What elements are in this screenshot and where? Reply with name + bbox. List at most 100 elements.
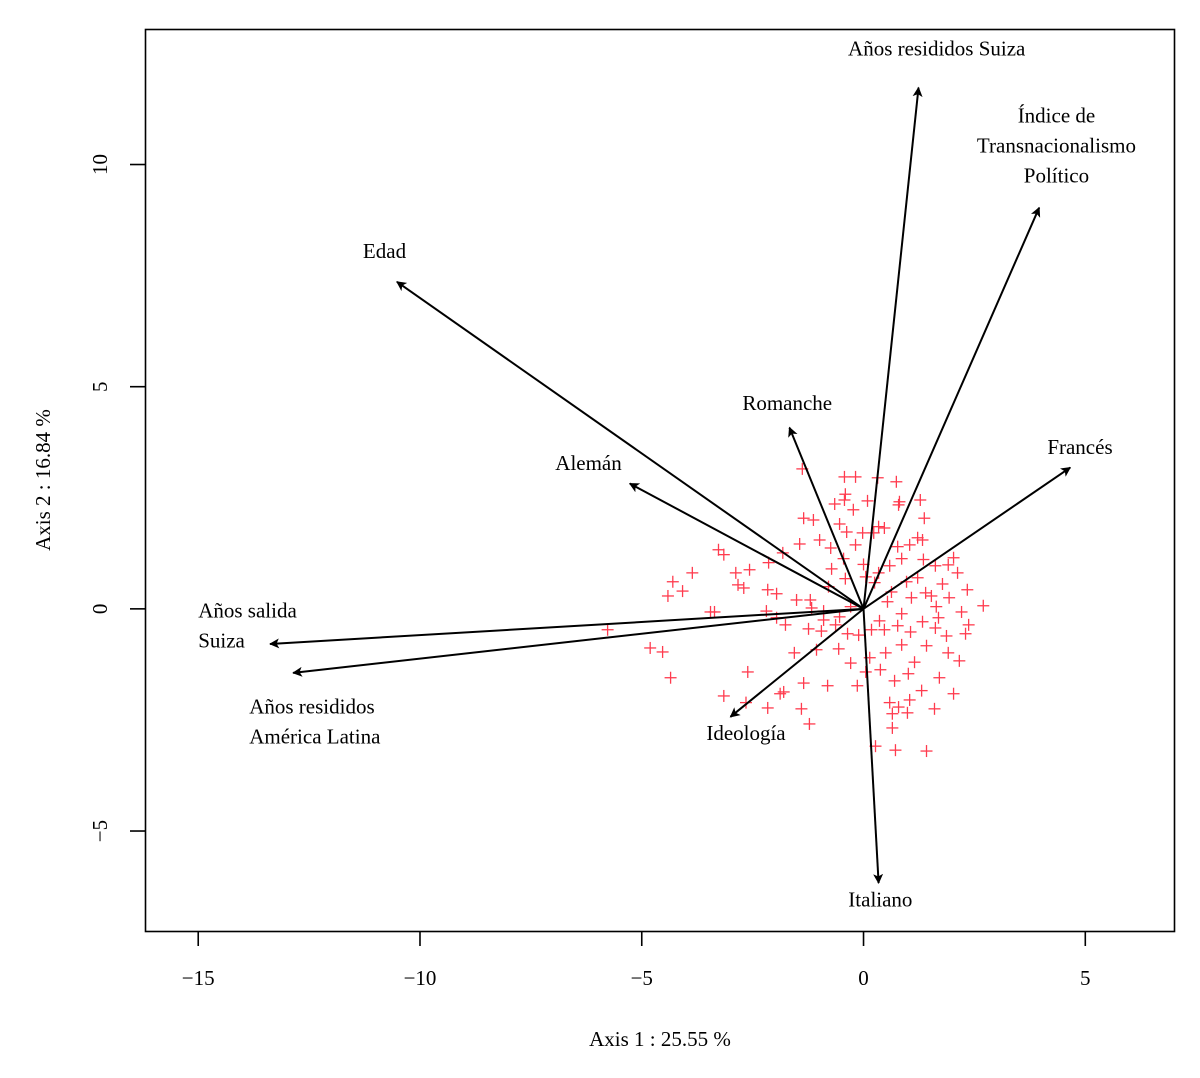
y-tick-label: −5	[88, 820, 112, 842]
data-point	[803, 717, 816, 730]
data-point	[928, 702, 941, 715]
data-point	[867, 526, 880, 539]
vector-romanche: Romanche	[742, 391, 865, 610]
data-point	[874, 663, 887, 676]
data-point	[953, 654, 966, 667]
data-point	[788, 646, 801, 659]
data-point	[878, 521, 891, 534]
vector-arrow	[862, 608, 884, 885]
data-point	[872, 520, 885, 533]
data-point	[739, 696, 752, 709]
data-point	[859, 665, 872, 678]
data-point	[929, 621, 942, 634]
data-point	[890, 475, 903, 488]
y-tick-label: 10	[88, 154, 112, 175]
vector-arrow	[396, 281, 865, 610]
data-point	[883, 559, 896, 572]
vector-label: Italiano	[848, 888, 912, 912]
data-point	[932, 611, 945, 624]
data-point	[838, 493, 851, 506]
data-point	[797, 677, 810, 690]
data-point	[601, 623, 614, 636]
data-point	[881, 595, 894, 608]
vector-arrow	[269, 607, 864, 649]
data-point	[832, 642, 845, 655]
data-point	[676, 585, 689, 598]
data-point	[878, 623, 891, 636]
data-point	[761, 583, 774, 596]
data-point	[743, 563, 756, 576]
data-point	[793, 537, 806, 550]
data-point	[770, 587, 783, 600]
data-point	[911, 531, 924, 544]
points-layer	[601, 462, 990, 758]
vector-label: Edad	[363, 239, 407, 263]
data-point	[824, 541, 837, 554]
vector-label: Años salida Suiza	[198, 599, 297, 653]
vector-arrow	[292, 607, 864, 677]
data-point	[895, 607, 908, 620]
data-point	[961, 583, 974, 596]
data-point	[717, 689, 730, 702]
x-tick-label: 0	[858, 966, 869, 990]
data-point	[920, 639, 933, 652]
data-point	[914, 493, 927, 506]
vector-arrow	[862, 466, 1072, 610]
data-point	[804, 593, 817, 606]
data-point	[708, 605, 721, 618]
data-point	[828, 497, 841, 510]
y-axis-title: Axis 2 : 16.84 %	[31, 409, 55, 551]
vector-frances: Francés	[862, 435, 1113, 610]
data-point	[825, 562, 838, 575]
data-point	[915, 684, 928, 697]
data-point	[774, 687, 787, 700]
x-axis: −15 −10 −5 0 5	[182, 931, 1091, 990]
data-point	[849, 538, 862, 551]
vector-label: Años resididos América Latina	[249, 694, 381, 748]
data-point	[661, 589, 674, 602]
vector-label: Francés	[1047, 435, 1112, 459]
data-point	[904, 625, 917, 638]
plot-frame	[144, 28, 1176, 933]
data-point	[829, 618, 842, 631]
data-point	[886, 721, 899, 734]
data-point	[916, 615, 929, 628]
vector-indice-de-transnacionalismo-politico: Índice de Transnacionalismo Político	[862, 103, 1136, 610]
data-point	[797, 512, 810, 525]
data-point	[895, 638, 908, 651]
data-point	[815, 625, 828, 638]
data-point	[920, 745, 933, 758]
data-point	[821, 679, 834, 692]
data-point	[656, 645, 669, 658]
data-point	[712, 543, 725, 556]
data-point	[955, 605, 968, 618]
data-point	[732, 578, 745, 591]
data-point	[865, 623, 878, 636]
data-point	[908, 656, 921, 669]
data-point	[930, 600, 943, 613]
data-point	[891, 540, 904, 553]
vector-aleman: Alemán	[555, 451, 864, 610]
data-point	[962, 618, 975, 631]
x-tick-label: 5	[1080, 966, 1091, 990]
data-point	[905, 591, 918, 604]
data-point	[861, 494, 874, 507]
x-axis-title: Axis 1 : 25.55 %	[589, 1027, 731, 1051]
data-point	[902, 667, 915, 680]
data-point	[917, 553, 930, 566]
data-point	[947, 551, 960, 564]
data-point	[729, 566, 742, 579]
data-point	[873, 614, 886, 627]
data-point	[895, 552, 908, 565]
x-tick-label: −10	[404, 966, 437, 990]
data-point	[889, 744, 902, 757]
vector-label: Ideología	[706, 721, 786, 745]
data-point	[903, 538, 916, 551]
vector-arrow	[729, 608, 865, 718]
vector-arrow	[862, 206, 1041, 610]
data-point	[851, 679, 864, 692]
data-point	[666, 575, 679, 588]
data-point	[893, 495, 906, 508]
y-tick-label: 0	[88, 604, 112, 615]
data-point	[959, 627, 972, 640]
